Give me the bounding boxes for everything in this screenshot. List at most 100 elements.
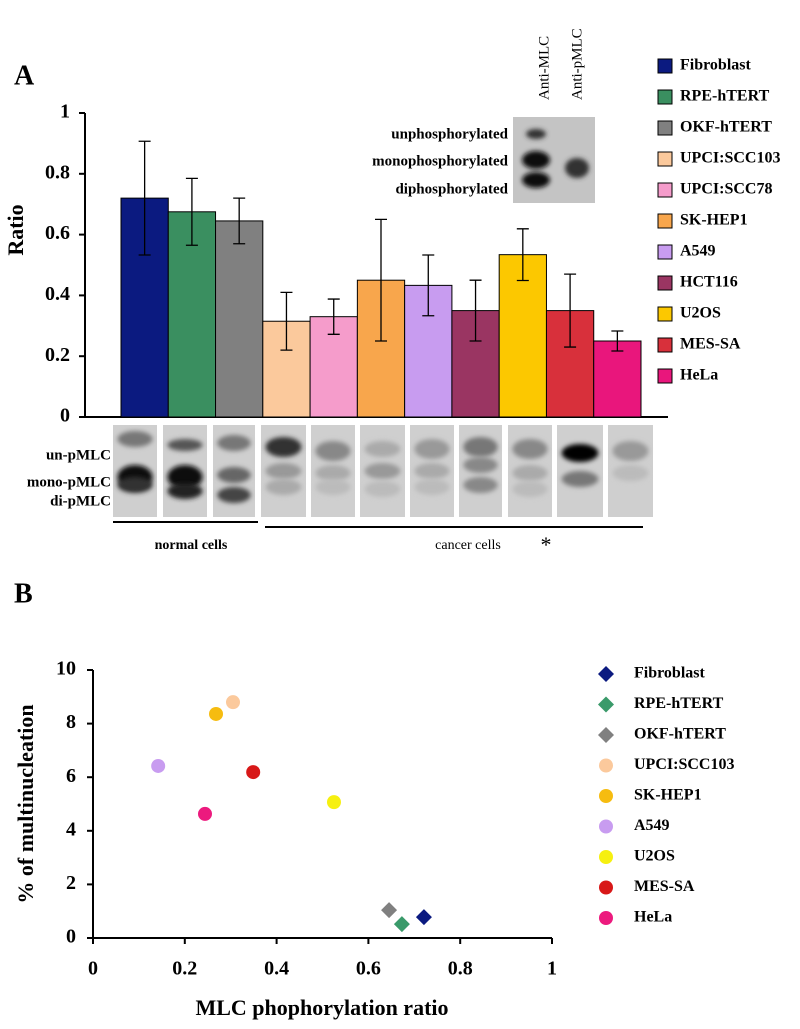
error-bar xyxy=(280,291,293,351)
y-tick-label: 0.6 xyxy=(45,222,70,244)
blot-band xyxy=(167,483,203,499)
legend-swatch xyxy=(657,89,673,105)
error-bar xyxy=(516,228,529,282)
blot-band xyxy=(315,465,351,481)
legend-marker xyxy=(598,666,614,682)
point xyxy=(209,706,224,721)
blot-band xyxy=(315,441,351,461)
x-tick-label: 0.4 xyxy=(264,958,289,980)
legend-label: SK-HEP1 xyxy=(680,212,748,229)
blot-band xyxy=(463,457,498,473)
blot-band xyxy=(117,477,153,493)
blot-band xyxy=(561,471,599,487)
error-bar xyxy=(327,298,340,335)
y-axis-label: % of multinucleation xyxy=(13,704,38,903)
legend-label: RPE-hTERT xyxy=(680,88,770,105)
blot-band xyxy=(167,465,203,489)
y-tick-label: 0 xyxy=(60,405,70,427)
blot-band xyxy=(463,477,498,493)
blot-band xyxy=(414,479,450,495)
blot-lane xyxy=(508,425,552,517)
y-tick-label: 0.8 xyxy=(45,161,70,183)
legend-swatch xyxy=(657,275,673,291)
error-bar xyxy=(422,254,435,317)
band-label: diphosphorylated xyxy=(395,181,508,197)
legend-label: U2OS xyxy=(634,848,675,865)
point xyxy=(197,806,212,821)
legend-swatch xyxy=(657,120,673,136)
blot-lane xyxy=(608,425,653,517)
legend-swatch xyxy=(657,306,673,322)
blot-band xyxy=(414,439,450,459)
blot-band xyxy=(364,481,401,497)
band-label: monophosphorylated xyxy=(372,153,509,169)
y-axis-label: Ratio xyxy=(3,204,28,255)
antibody-label: Anti-pMLC xyxy=(569,28,585,100)
legend-marker xyxy=(599,880,613,895)
blot-band xyxy=(265,479,302,495)
legend-label: MES-SA xyxy=(634,878,695,895)
blot-band xyxy=(414,463,450,479)
legend-label: HeLa xyxy=(680,367,718,384)
bar xyxy=(215,220,264,418)
legend-swatch xyxy=(657,337,673,353)
error-bar xyxy=(233,197,246,245)
legend-label: UPCI:SCC103 xyxy=(680,150,780,167)
blot-band xyxy=(217,487,251,503)
legend-label: RPE-hTERT xyxy=(634,695,724,712)
legend-swatch xyxy=(657,368,673,384)
legend-label: U2OS xyxy=(680,305,721,322)
blot-lane xyxy=(459,425,502,517)
blot-lane xyxy=(163,425,207,517)
x-axis-label: MLC phophorylation ratio xyxy=(195,995,448,1020)
blot-band xyxy=(315,479,351,495)
blot-band xyxy=(167,439,203,451)
x-tick-label: 0.8 xyxy=(448,958,473,980)
y-tick-label: 10 xyxy=(56,658,76,680)
blot-band xyxy=(463,437,498,457)
blot-lane xyxy=(261,425,306,517)
group-label: normal cells xyxy=(155,538,228,553)
legend-marker xyxy=(599,758,613,773)
x-tick-label: 0.2 xyxy=(172,958,197,980)
blot-band xyxy=(612,465,649,481)
y-tick-label: 4 xyxy=(66,818,76,840)
point xyxy=(415,909,432,926)
blot-band xyxy=(217,435,251,451)
error-bar xyxy=(185,177,198,246)
legend-label: Fibroblast xyxy=(634,665,706,682)
legend-swatch xyxy=(657,182,673,198)
error-bar xyxy=(611,330,624,352)
legend-label: A549 xyxy=(680,243,716,260)
blot-lane xyxy=(213,425,255,517)
x-tick-label: 1 xyxy=(547,958,557,980)
blot-lane xyxy=(410,425,454,517)
error-bar xyxy=(564,273,577,348)
y-tick-label: 2 xyxy=(66,872,76,894)
legend-label: HCT116 xyxy=(680,274,738,291)
point xyxy=(393,916,410,933)
significance-marker: * xyxy=(541,532,552,557)
point xyxy=(225,695,240,710)
group-label: cancer cells xyxy=(435,538,501,553)
legend-label: Fibroblast xyxy=(680,57,752,74)
legend-marker xyxy=(599,819,613,834)
bar xyxy=(498,254,547,418)
legend-label: SK-HEP1 xyxy=(634,787,702,804)
legend-label: MES-SA xyxy=(680,336,741,353)
blot-lane xyxy=(113,425,157,517)
legend-label: UPCI:SCC103 xyxy=(634,756,734,773)
blot-band xyxy=(217,467,251,483)
legend-marker xyxy=(599,789,613,803)
y-tick-label: 6 xyxy=(66,765,76,787)
bar xyxy=(593,340,642,418)
y-tick-label: 0 xyxy=(66,926,76,948)
error-bar xyxy=(138,140,151,256)
error-bar xyxy=(375,218,387,342)
point xyxy=(246,765,261,780)
x-tick-label: 0.6 xyxy=(356,958,381,980)
blot-lane xyxy=(311,425,355,517)
band-label: unphosphorylated xyxy=(391,126,508,142)
legend-label: OKF-hTERT xyxy=(634,726,726,743)
